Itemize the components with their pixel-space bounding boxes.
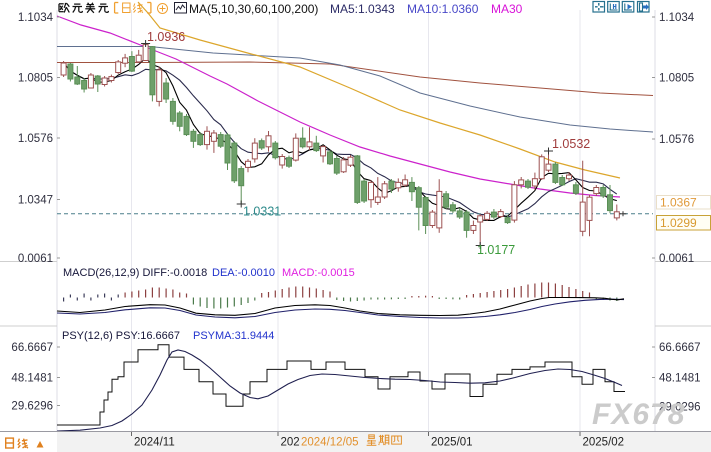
svg-text:1.0347: 1.0347 [18,195,53,207]
svg-text:1.0299: 1.0299 [660,216,697,230]
svg-text:1.0576: 1.0576 [659,134,694,146]
svg-text:1.0805: 1.0805 [18,73,53,85]
svg-text:MA(5,10,30,60,100,200): MA(5,10,30,60,100,200) [189,2,318,16]
svg-text:MACD(26,12,9) DIFF:-0.0018: MACD(26,12,9) DIFF:-0.0018 [63,267,207,279]
svg-text:29.6296: 29.6296 [11,401,53,413]
svg-text:1.1034: 1.1034 [18,12,54,24]
svg-text:MA30: MA30 [491,2,523,16]
svg-text:2024/12/05: 2024/12/05 [301,437,359,449]
svg-text:2025/01: 2025/01 [431,437,473,449]
svg-text:66.6667: 66.6667 [659,342,701,354]
svg-text:2025/02: 2025/02 [583,437,625,449]
svg-text:DEA:-0.0010: DEA:-0.0010 [212,267,275,279]
svg-text:MA10:1.0360: MA10:1.0360 [407,2,479,16]
svg-text:0.0061: 0.0061 [659,253,694,265]
svg-text:1.0331: 1.0331 [243,205,281,219]
svg-text:1.0532: 1.0532 [552,137,590,151]
svg-text:29.6296: 29.6296 [659,402,701,414]
svg-text:MA5:1.0343: MA5:1.0343 [330,2,395,16]
svg-text:PSY(12,6) PSY:16.6667: PSY(12,6) PSY:16.6667 [62,330,180,342]
svg-text:PSYMA:31.9444: PSYMA:31.9444 [193,330,274,342]
svg-text:1.0177: 1.0177 [477,243,515,257]
svg-text:1.0367: 1.0367 [660,196,697,210]
svg-text:FX678: FX678 [592,398,685,431]
svg-text:66.6667: 66.6667 [11,342,53,354]
svg-text:48.1481: 48.1481 [659,373,701,385]
svg-text:1.0576: 1.0576 [18,133,53,145]
svg-text:1.1034: 1.1034 [659,12,695,24]
svg-text:1.0936: 1.0936 [147,30,185,44]
svg-text:1.0805: 1.0805 [659,73,694,85]
svg-text:48.1481: 48.1481 [11,373,53,385]
svg-text:0.0061: 0.0061 [18,253,53,265]
svg-text:2024/11: 2024/11 [134,437,175,449]
svg-text:MACD:-0.0015: MACD:-0.0015 [282,267,355,279]
